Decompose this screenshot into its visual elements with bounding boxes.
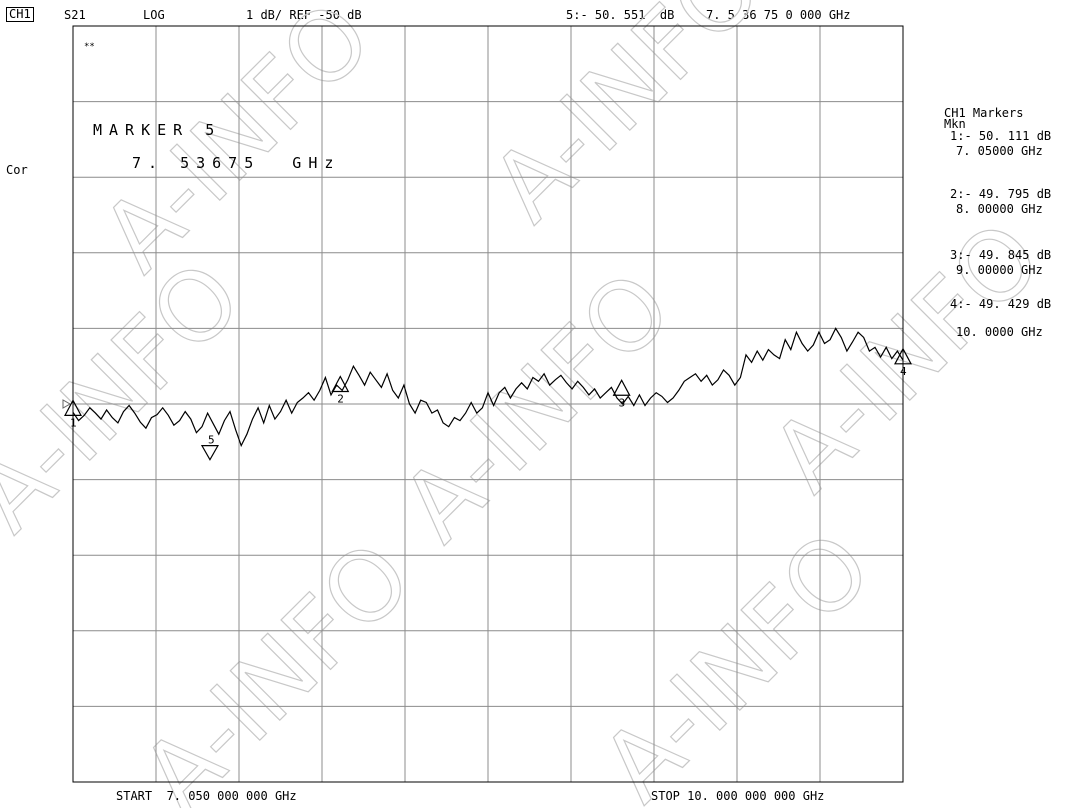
- marker-3-label: 3: [619, 396, 626, 409]
- watermark-text: A-INFO: [471, 0, 783, 243]
- marker-5-label: 5: [208, 434, 215, 447]
- marker1-frequency: 7. 05000 GHz: [956, 144, 1043, 158]
- channel-label: CH1: [6, 7, 34, 22]
- marker4-value: 4:- 49. 429 dB: [950, 297, 1052, 311]
- marker-5-triangle: [200, 445, 219, 461]
- marker1-value: 1:- 50. 111 dB: [950, 129, 1052, 143]
- marker3-value: 3:- 49. 845 dB: [950, 248, 1052, 262]
- marker-box-title: MARKER 5: [93, 121, 222, 139]
- start-frequency: START 7. 050 000 000 GHz: [116, 789, 297, 803]
- marker-2-label: 2: [337, 393, 344, 406]
- stop-frequency: STOP 10. 000 000 000 GHz: [651, 789, 825, 803]
- marker2-value: 2:- 49. 795 dB: [950, 187, 1052, 201]
- marker-4-label: 4: [900, 365, 907, 378]
- marker2-frequency: 8. 00000 GHz: [956, 202, 1043, 216]
- marker-4-triangle: [894, 347, 912, 365]
- marker-1-triangle: [64, 399, 82, 416]
- format-label: LOG: [143, 8, 165, 22]
- markers-mode: Mkn: [944, 117, 966, 131]
- star-mark: **: [84, 42, 95, 52]
- marker4-frequency: 10. 0000 GHz: [956, 325, 1043, 339]
- marker-3-triangle: [612, 379, 631, 396]
- correction-indicator: Cor: [6, 163, 28, 177]
- scale-label: 1 dB/ REF -50 dB: [246, 8, 362, 22]
- watermark-text: A-INFO: [81, 0, 393, 293]
- marker3-frequency: 9. 00000 GHz: [956, 263, 1043, 277]
- parameter-label: S21: [64, 8, 86, 22]
- active-marker-frequency: 7. 5 36 75 0 000 GHz: [706, 8, 851, 22]
- watermark-text: A-INFO: [381, 251, 693, 563]
- marker-1-label: 1: [70, 416, 77, 429]
- reference-position-arrow: [62, 399, 72, 409]
- active-marker-value: 5:- 50. 551 dB: [566, 8, 675, 22]
- plot-frame: [72, 25, 904, 783]
- watermark-text: A-INFO: [0, 241, 263, 553]
- markers-panel-title: CH1 Markers: [944, 106, 1024, 120]
- marker-2-triangle: [331, 375, 350, 393]
- watermark-text: A-INFO: [121, 521, 433, 808]
- marker-box-frequency: 7. 53675 GHz: [132, 154, 341, 172]
- trace-line: [72, 327, 904, 448]
